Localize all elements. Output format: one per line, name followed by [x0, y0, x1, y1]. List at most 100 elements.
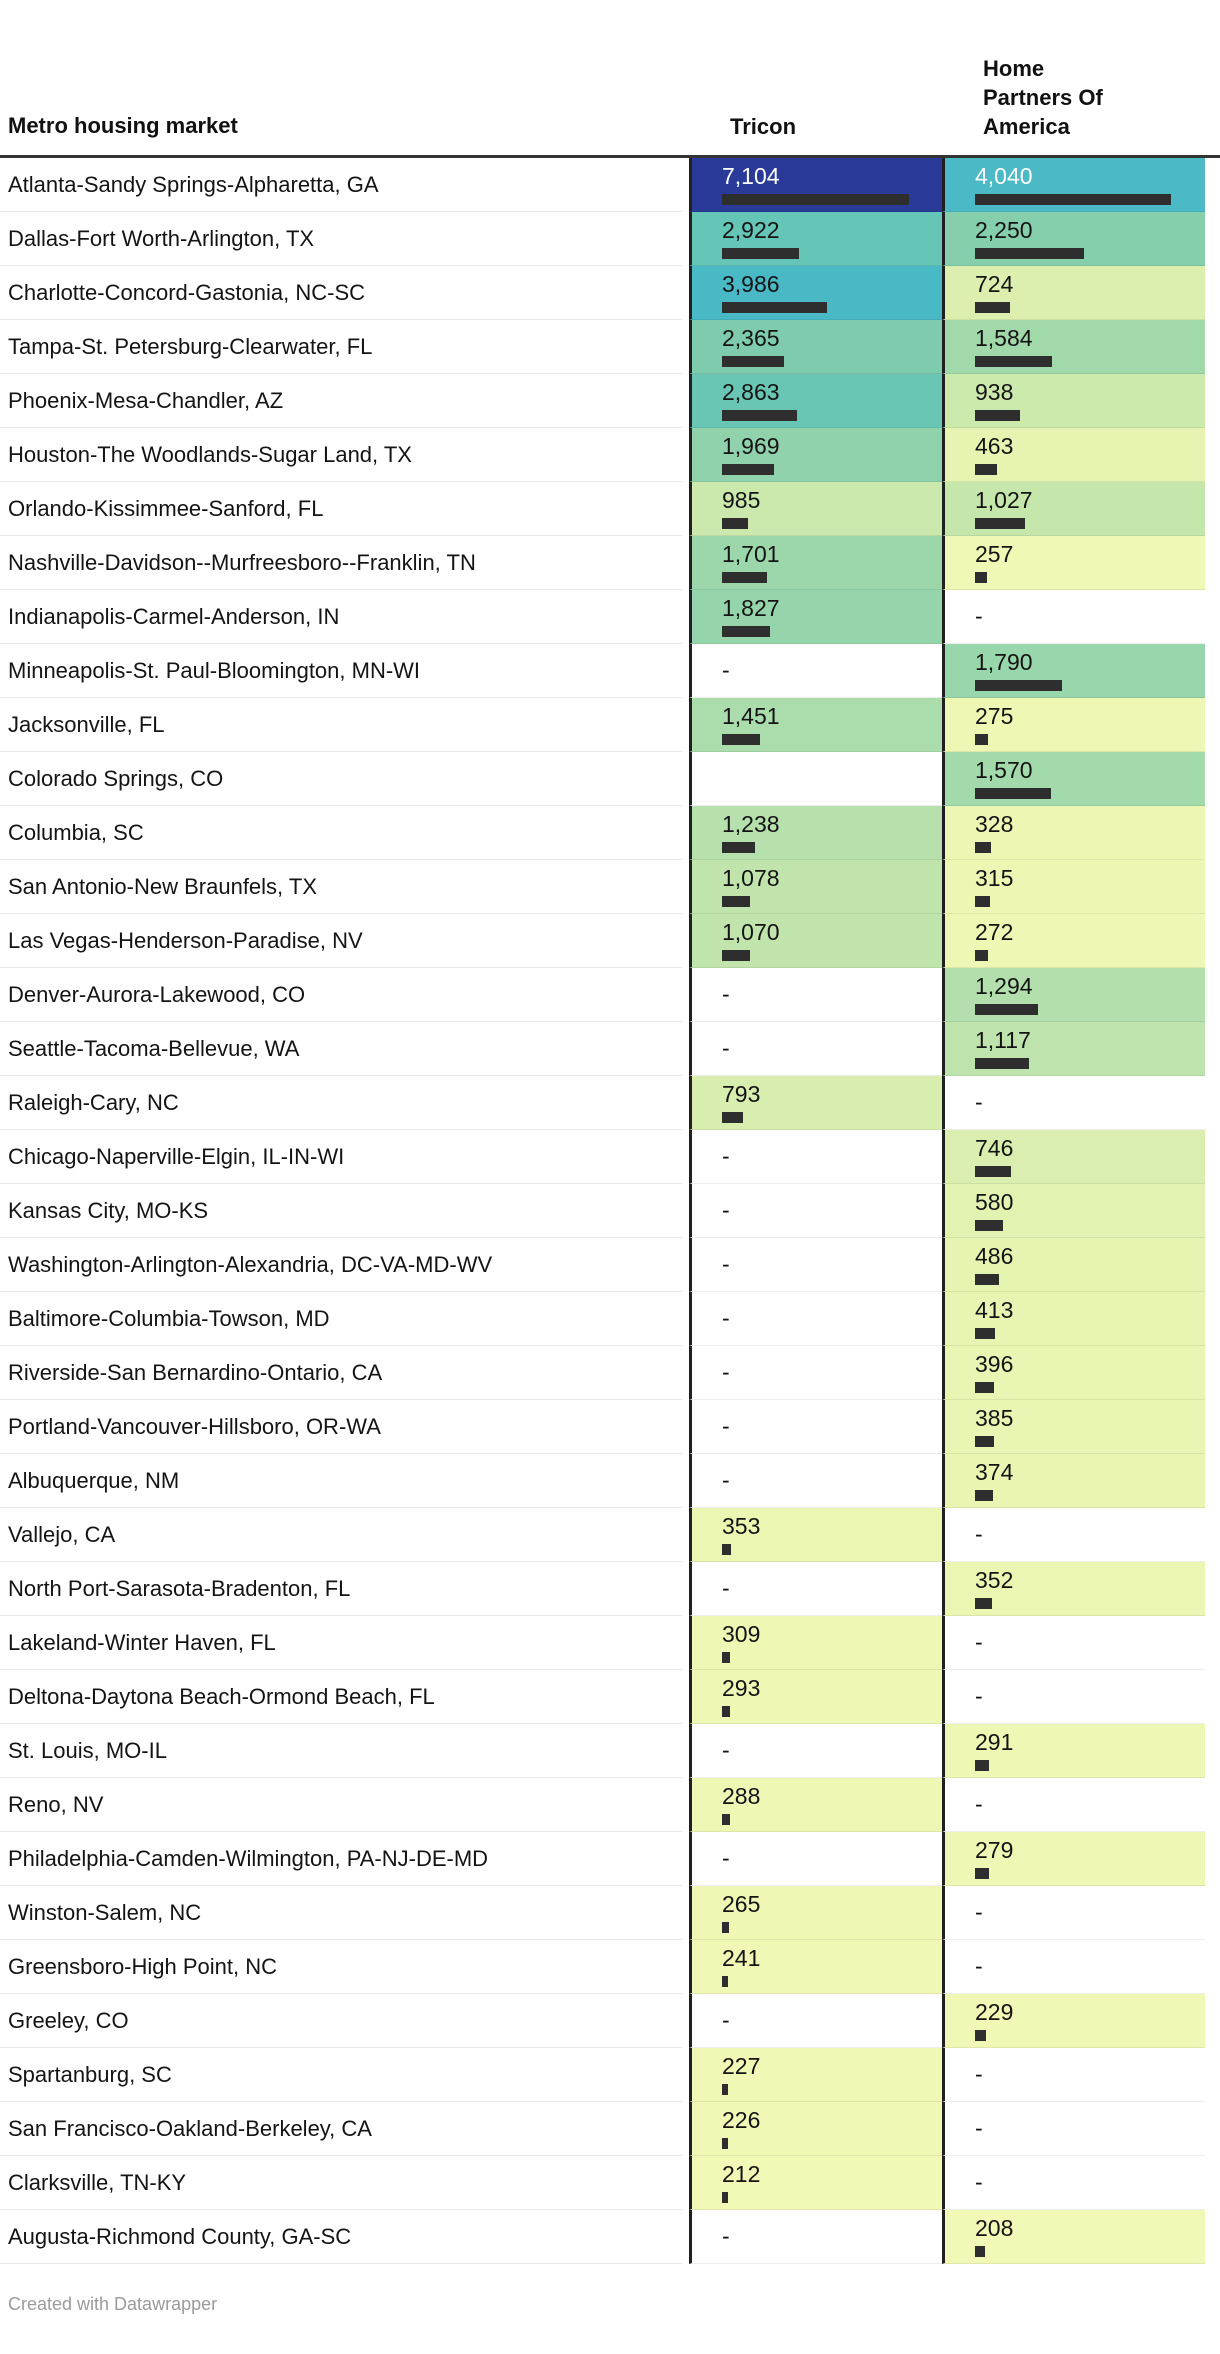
table-row: Vallejo, CA 353 -	[0, 1508, 1220, 1562]
hpa-cell: 413	[942, 1292, 1205, 1346]
tricon-cell: 985	[689, 482, 942, 536]
value-label: -	[722, 1413, 730, 1439]
value-bar	[975, 572, 988, 583]
value-label: 241	[722, 1945, 761, 1971]
tricon-cell: 288	[689, 1778, 942, 1832]
hpa-cell: 275	[942, 698, 1205, 752]
table-row: Winston-Salem, NC 265 -	[0, 1886, 1220, 1940]
value-bar	[975, 1166, 1012, 1177]
value-label: -	[722, 1197, 730, 1223]
table-row: Greensboro-High Point, NC 241 -	[0, 1940, 1220, 1994]
tricon-cell: -	[689, 1238, 942, 1292]
value-label: 1,070	[722, 919, 780, 945]
value-bar	[975, 2030, 987, 2041]
value-label: 1,238	[722, 811, 780, 837]
hpa-cell: -	[942, 1778, 1205, 1832]
hpa-cell: 938	[942, 374, 1205, 428]
hpa-cell: 4,040	[942, 158, 1205, 212]
value-label: 1,451	[722, 703, 780, 729]
market-name: Lakeland-Winter Haven, FL	[0, 1616, 682, 1670]
value-label: -	[975, 603, 983, 629]
hpa-cell: 396	[942, 1346, 1205, 1400]
value-label: 1,294	[975, 973, 1033, 999]
value-label: 1,701	[722, 541, 780, 567]
tricon-cell: 1,451	[689, 698, 942, 752]
value-label: -	[722, 1035, 730, 1061]
market-name: Philadelphia-Camden-Wilmington, PA-NJ-DE…	[0, 1832, 682, 1886]
table-row: Spartanburg, SC 227 -	[0, 2048, 1220, 2102]
hpa-cell: -	[942, 1076, 1205, 1130]
market-name: San Antonio-New Braunfels, TX	[0, 860, 682, 914]
market-name: Albuquerque, NM	[0, 1454, 682, 1508]
tricon-cell: -	[689, 1562, 942, 1616]
value-bar	[722, 1814, 730, 1825]
table-row: Atlanta-Sandy Springs-Alpharetta, GA 7,1…	[0, 158, 1220, 212]
table-row: Baltimore-Columbia-Towson, MD - 413	[0, 1292, 1220, 1346]
tricon-cell: 3,986	[689, 266, 942, 320]
market-name: Colorado Springs, CO	[0, 752, 682, 806]
value-bar	[722, 1976, 729, 1987]
tricon-cell: 1,827	[689, 590, 942, 644]
value-label: -	[722, 1467, 730, 1493]
value-label: -	[975, 1629, 983, 1655]
market-name: San Francisco-Oakland-Berkeley, CA	[0, 2102, 682, 2156]
tricon-cell: 2,365	[689, 320, 942, 374]
value-bar	[975, 248, 1084, 259]
hpa-cell: -	[942, 2048, 1205, 2102]
value-label: -	[722, 1737, 730, 1763]
value-bar	[975, 518, 1025, 529]
market-name: Tampa-St. Petersburg-Clearwater, FL	[0, 320, 682, 374]
table-row: Reno, NV 288 -	[0, 1778, 1220, 1832]
hpa-cell: 486	[942, 1238, 1205, 1292]
value-label: -	[722, 981, 730, 1007]
value-bar	[975, 1598, 993, 1609]
value-label: 413	[975, 1297, 1014, 1323]
market-name: St. Louis, MO-IL	[0, 1724, 682, 1778]
market-name: Denver-Aurora-Lakewood, CO	[0, 968, 682, 1022]
hpa-cell: -	[942, 2102, 1205, 2156]
value-label: 1,790	[975, 649, 1033, 675]
market-name: Minneapolis-St. Paul-Bloomington, MN-WI	[0, 644, 682, 698]
value-label: 279	[975, 1837, 1014, 1863]
hpa-cell: 279	[942, 1832, 1205, 1886]
tricon-cell: -	[689, 1400, 942, 1454]
market-name: Washington-Arlington-Alexandria, DC-VA-M…	[0, 1238, 682, 1292]
tricon-cell: 1,078	[689, 860, 942, 914]
market-name: Seattle-Tacoma-Bellevue, WA	[0, 1022, 682, 1076]
value-label: -	[722, 1359, 730, 1385]
value-bar	[975, 1004, 1038, 1015]
tricon-cell: 353	[689, 1508, 942, 1562]
value-bar	[975, 464, 998, 475]
value-label: 793	[722, 1081, 761, 1107]
table-row: Dallas-Fort Worth-Arlington, TX 2,922 2,…	[0, 212, 1220, 266]
tricon-cell: -	[689, 1724, 942, 1778]
value-bar	[722, 302, 827, 313]
value-label: 374	[975, 1459, 1014, 1485]
datawrapper-credit-link[interactable]: Created with Datawrapper	[8, 2294, 218, 2314]
table-row: Tampa-St. Petersburg-Clearwater, FL 2,36…	[0, 320, 1220, 374]
value-bar	[975, 194, 1171, 205]
value-label: -	[722, 2007, 730, 2033]
table-row: Houston-The Woodlands-Sugar Land, TX 1,9…	[0, 428, 1220, 482]
tricon-cell: 7,104	[689, 158, 942, 212]
value-label: -	[975, 2169, 983, 2195]
tricon-cell: -	[689, 1832, 942, 1886]
market-name: Vallejo, CA	[0, 1508, 682, 1562]
table-row: North Port-Sarasota-Bradenton, FL - 352	[0, 1562, 1220, 1616]
value-bar	[975, 1328, 995, 1339]
market-name: Winston-Salem, NC	[0, 1886, 682, 1940]
value-label: -	[722, 1251, 730, 1277]
value-bar	[975, 788, 1051, 799]
tricon-cell: 1,701	[689, 536, 942, 590]
value-bar	[975, 1760, 990, 1771]
market-name: Greensboro-High Point, NC	[0, 1940, 682, 1994]
value-label: 328	[975, 811, 1014, 837]
hpa-cell: 352	[942, 1562, 1205, 1616]
value-label: 7,104	[722, 163, 780, 189]
value-label: 486	[975, 1243, 1014, 1269]
hpa-cell: 1,790	[942, 644, 1205, 698]
value-label: -	[975, 1899, 983, 1925]
table-row: Augusta-Richmond County, GA-SC - 208	[0, 2210, 1220, 2264]
hpa-cell: 724	[942, 266, 1205, 320]
